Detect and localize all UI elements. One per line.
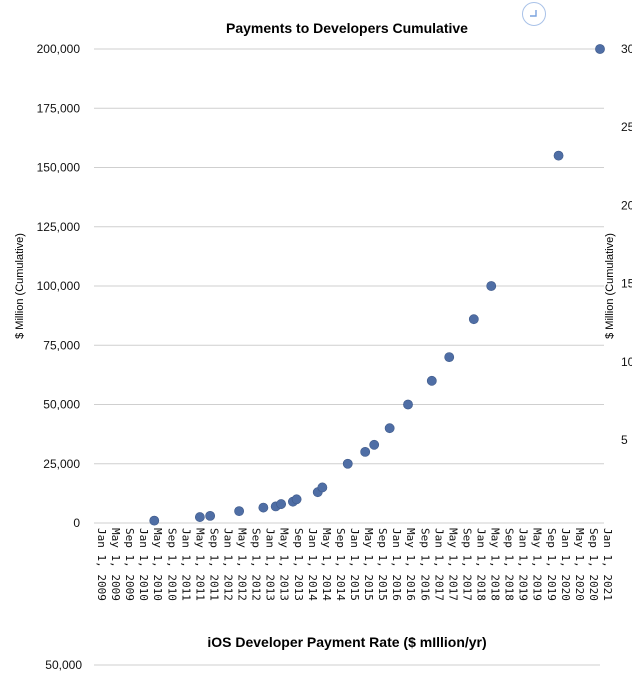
second-chart-y-tick-label: 50,000: [45, 658, 82, 672]
right-y-tick-label: 20: [621, 198, 632, 212]
data-point: [553, 150, 564, 161]
y-tick-label: 75,000: [43, 338, 80, 352]
x-tick-label: Sep 1, 2015: [376, 528, 389, 601]
data-point: [403, 399, 413, 410]
y-tick-label: 125,000: [37, 220, 81, 234]
x-tick-label: May 1, 2013: [278, 528, 291, 601]
right-y-axis-label: $ Million (Cumulative): [604, 233, 616, 339]
data-point: [426, 375, 437, 386]
data-point: [234, 506, 245, 517]
y-tick-label: 25,000: [43, 457, 80, 471]
right-y-tick-label: 15: [621, 277, 632, 291]
data-point: [258, 502, 269, 513]
x-tick-label: Jan 1, 2018: [475, 528, 488, 601]
y-axis-label: $ Million (Cumulative): [14, 233, 26, 339]
corner-arrow-icon: [530, 10, 537, 17]
x-tick-label: May 1, 2016: [404, 528, 417, 601]
x-tick-labels: Jan 1, 2009 May 1, 2009 Sep 1, 2009 Jan 1, …: [95, 528, 614, 601]
data-point: [205, 510, 216, 521]
right-y-tick-label: 5: [621, 433, 628, 447]
x-tick-label: Sep 1, 2016: [418, 528, 431, 601]
data-point: [194, 512, 205, 522]
x-tick-label: Sep 1, 2017: [460, 528, 473, 601]
x-tick-label: Jan 1, 2017: [432, 528, 445, 601]
x-tick-label: Sep 1, 2020: [587, 528, 600, 601]
x-tick-label: Jan 1, 2011: [179, 528, 192, 601]
x-tick-label: May 1, 2019: [531, 528, 544, 601]
x-tick-label: May 1, 2015: [362, 528, 375, 601]
x-tick-label: May 1, 2012: [236, 528, 249, 601]
x-tick-label: Sep 1, 2014: [334, 528, 347, 601]
y-tick-labels: 200,000 175,000 150,000 125,000 100,000 75,00…: [37, 42, 81, 530]
x-tick-label: Jan 1, 2021: [601, 528, 614, 601]
data-point: [468, 314, 479, 325]
data-point: [595, 44, 605, 54]
right-y-tick-labels: 30 25 20 15 10 5: [621, 42, 632, 447]
x-tick-label: Jan 1, 2013: [264, 528, 277, 601]
data-point: [149, 515, 160, 526]
data-point: [342, 458, 353, 469]
data-point: [444, 352, 455, 362]
x-tick-label: May 1, 2011: [193, 528, 206, 601]
data-points: [149, 44, 605, 526]
data-point: [317, 482, 328, 493]
x-tick-label: Sep 1, 2012: [250, 528, 263, 601]
x-tick-label: Sep 1, 2009: [123, 528, 136, 601]
x-tick-label: Jan 1, 2014: [306, 528, 319, 601]
data-point: [369, 439, 380, 450]
data-point: [384, 423, 395, 434]
x-tick-label: Jan 1, 2010: [137, 528, 150, 601]
right-y-tick-label: 25: [621, 120, 632, 134]
x-tick-label: May 1, 2017: [446, 528, 459, 601]
data-point: [360, 446, 371, 457]
y-tick-label: 175,000: [37, 101, 81, 115]
x-tick-label: May 1, 2020: [573, 528, 586, 601]
y-tick-label: 150,000: [37, 161, 81, 175]
x-tick-label: Jan 1, 2019: [517, 528, 530, 601]
x-tick-label: Sep 1, 2010: [165, 528, 178, 601]
x-tick-label: Sep 1, 2018: [503, 528, 516, 601]
data-point: [276, 499, 287, 509]
x-tick-label: May 1, 2014: [320, 528, 333, 601]
x-tick-label: Jan 1, 2020: [559, 528, 572, 601]
right-y-tick-label: 30: [621, 42, 632, 56]
data-point: [291, 494, 302, 505]
y-tick-label: 200,000: [37, 42, 81, 56]
gridlines: [94, 48, 604, 524]
x-tick-label: Sep 1, 2019: [545, 528, 558, 601]
second-chart-title: iOS Developer Payment Rate ($ mIllion/yr…: [207, 634, 486, 650]
x-tick-label: Sep 1, 2013: [292, 528, 305, 601]
x-tick-label: Sep 1, 2011: [207, 528, 220, 601]
y-tick-label: 50,000: [43, 398, 80, 412]
x-tick-label: Jan 1, 2012: [222, 528, 235, 601]
x-tick-label: May 1, 2010: [151, 528, 164, 601]
y-tick-label: 100,000: [37, 279, 81, 293]
x-tick-label: Jan 1, 2016: [390, 528, 403, 601]
corner-expand-button[interactable]: [522, 2, 546, 26]
x-tick-label: Jan 1, 2009: [95, 528, 108, 601]
y-tick-label: 0: [73, 516, 80, 530]
x-tick-label: May 1, 2009: [109, 528, 122, 601]
chart-title: Payments to Developers Cumulative: [226, 20, 468, 36]
right-y-tick-label: 10: [621, 355, 632, 369]
data-point: [486, 281, 497, 291]
x-tick-label: May 1, 2018: [489, 528, 502, 601]
x-tick-label: Jan 1, 2015: [348, 528, 361, 601]
